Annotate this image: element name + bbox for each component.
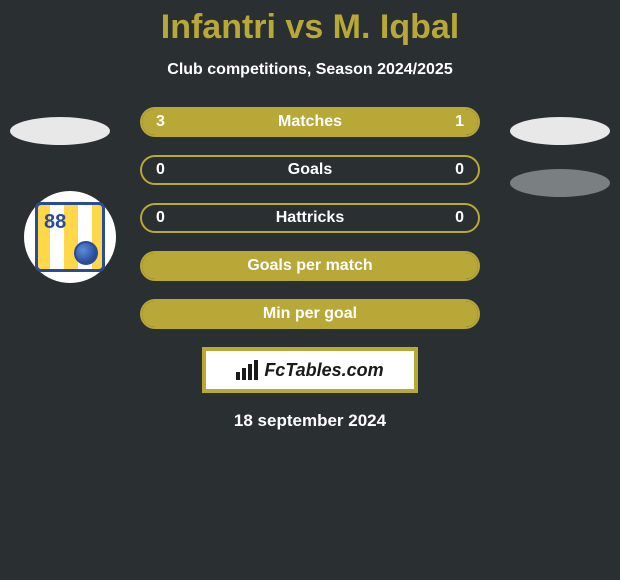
- player-right-placeholder: [510, 117, 610, 145]
- stat-label: Goals: [142, 157, 478, 183]
- stat-row: 31Matches: [140, 107, 480, 137]
- stat-bar: 00Hattricks: [140, 203, 480, 233]
- stat-label: Hattricks: [142, 205, 478, 231]
- club-badge: 88: [24, 191, 116, 283]
- player-right-placeholder-2: [510, 169, 610, 197]
- bar-chart-icon: [236, 360, 260, 380]
- stat-row: 00Goals: [140, 155, 480, 185]
- club-badge-number: 88: [44, 211, 66, 234]
- stat-bar: Min per goal: [140, 299, 480, 329]
- stat-row: 00Hattricks: [140, 203, 480, 233]
- soccer-ball-icon: [74, 241, 98, 265]
- stat-label: Matches: [142, 109, 478, 135]
- stat-label: Min per goal: [142, 301, 478, 327]
- branding-box: FcTables.com: [202, 347, 418, 393]
- page-title: Infantri vs M. Iqbal: [0, 0, 620, 47]
- stat-label: Goals per match: [142, 253, 478, 279]
- stat-row: Min per goal: [140, 299, 480, 329]
- stat-bars: 31Matches 00Goals 00Hattricks Goals per mat…: [140, 107, 480, 329]
- club-badge-shield: 88: [35, 202, 105, 272]
- stat-bar: 31Matches: [140, 107, 480, 137]
- branding-text: FcTables.com: [264, 360, 383, 381]
- season-subtitle: Club competitions, Season 2024/2025: [0, 61, 620, 79]
- date-text: 18 september 2024: [0, 411, 620, 431]
- comparison-content: 88 31Matches 00Goals 00Hattricks Goals per …: [0, 107, 620, 431]
- stat-bar: 00Goals: [140, 155, 480, 185]
- player-left-placeholder: [10, 117, 110, 145]
- stat-row: Goals per match: [140, 251, 480, 281]
- stat-bar: Goals per match: [140, 251, 480, 281]
